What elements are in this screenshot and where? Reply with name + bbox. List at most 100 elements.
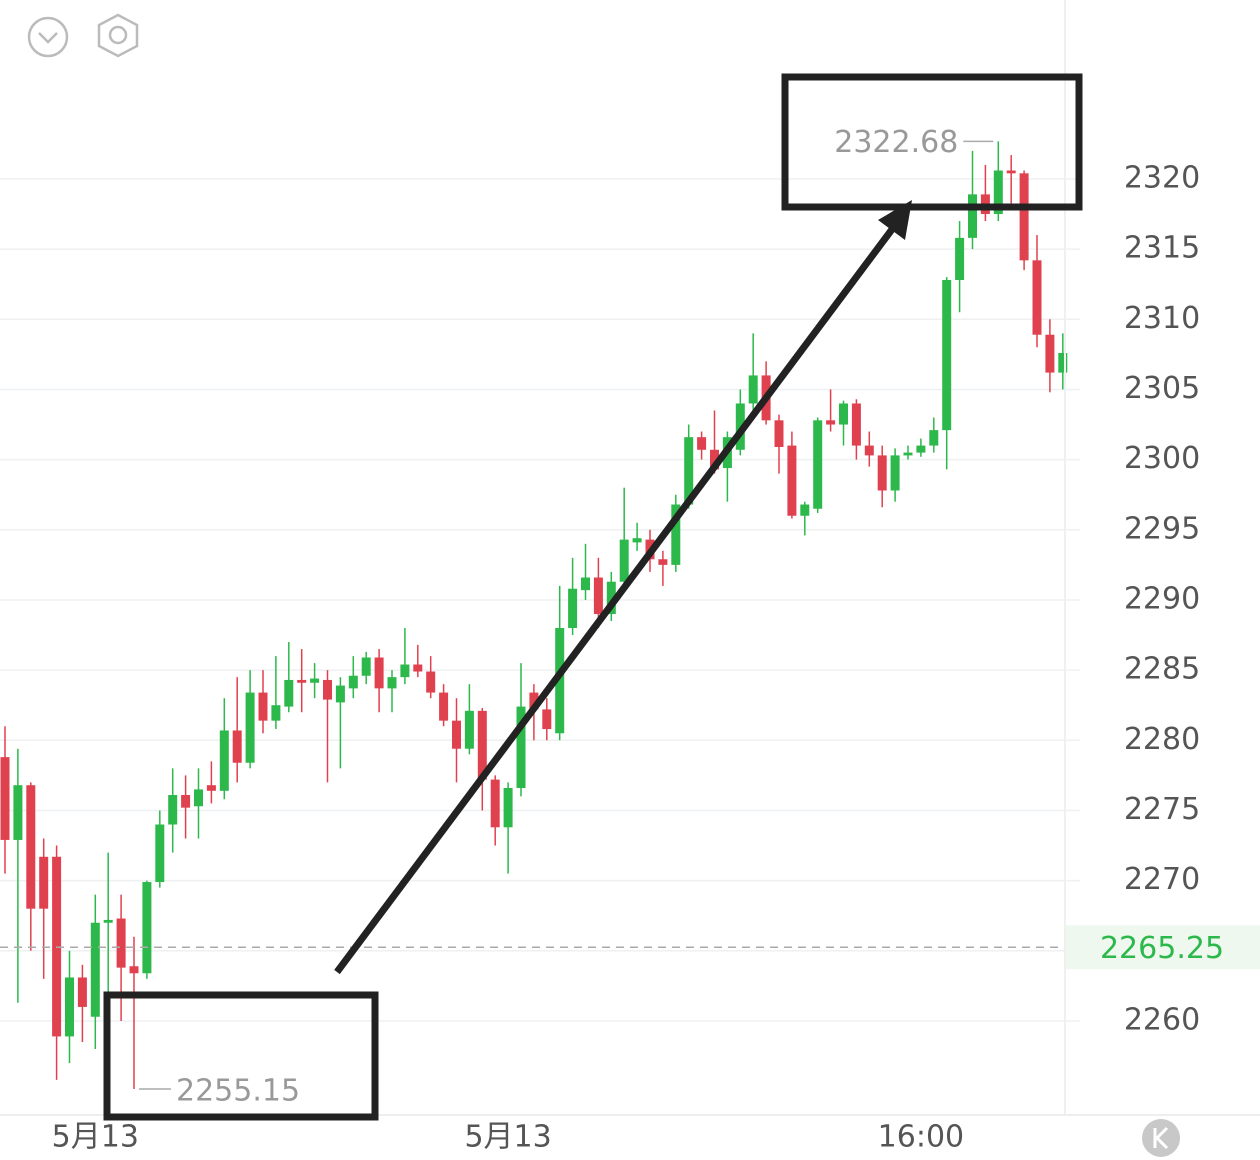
candle-body (181, 795, 191, 808)
candle-body (116, 918, 126, 968)
k-button[interactable] (1142, 1119, 1180, 1157)
y-tick-label: 2290 (1124, 581, 1200, 616)
candle-body (619, 539, 629, 582)
arrow-line (334, 225, 896, 975)
candle-body (232, 730, 242, 763)
candle-body (245, 692, 255, 763)
candle-body (748, 375, 758, 404)
candle-body (684, 437, 694, 505)
low-label: 2255.15 (176, 1074, 300, 1109)
candle-body (864, 445, 874, 456)
candle-body (310, 678, 320, 683)
candle-body (77, 977, 87, 1007)
candle-body (993, 170, 1003, 215)
candle-body (542, 709, 552, 730)
collapse-button[interactable] (27, 16, 69, 58)
high-label: 2322.68 (834, 125, 958, 160)
candle-body (258, 692, 268, 721)
candle-body (658, 559, 668, 565)
candle-body (839, 403, 848, 425)
y-tick-label: 2295 (1124, 511, 1200, 546)
candle-body (374, 657, 384, 689)
candle-body (39, 856, 49, 909)
plot-layer: 2260226522702275228022852290229523002305… (0, 125, 1260, 1155)
candle-body (155, 824, 165, 883)
candle-body (452, 720, 461, 749)
candle-body (271, 705, 281, 721)
y-tick-label: 2305 (1124, 371, 1200, 406)
candle-body (606, 581, 616, 614)
candle-body (464, 710, 474, 749)
candle-body (65, 977, 74, 1037)
candle-body (1045, 334, 1055, 373)
y-tick-label: 2315 (1124, 231, 1200, 266)
candle-body (348, 675, 358, 689)
high-box (781, 73, 1083, 211)
candle-body (1019, 173, 1029, 261)
candle-body (1006, 170, 1016, 174)
candle-body (439, 692, 449, 721)
candle-body (477, 710, 487, 780)
candle-body (26, 785, 36, 909)
candle-body (877, 455, 887, 491)
candle-body (361, 657, 371, 676)
candle-body (284, 679, 294, 707)
candle-body (555, 628, 565, 734)
settings-button[interactable] (97, 13, 139, 58)
y-tick-label: 2260 (1124, 1002, 1200, 1037)
last-price-bg (1065, 925, 1260, 970)
candle-body (13, 785, 23, 840)
y-tick-label: 2270 (1124, 862, 1200, 897)
candle-body (581, 577, 590, 591)
candle-body (529, 692, 539, 710)
candle-body (0, 757, 10, 840)
candle-body (194, 789, 203, 807)
candle-body (490, 779, 500, 828)
candle-body (929, 430, 939, 446)
y-tick-label: 2285 (1124, 652, 1200, 687)
x-tick-label: 5月13 (52, 1120, 139, 1155)
candle-body (593, 577, 603, 614)
low-box (103, 991, 379, 1121)
candle-body (710, 449, 719, 470)
candle-body (168, 795, 178, 825)
x-tick-label: 16:00 (878, 1120, 964, 1155)
candle-body (968, 194, 977, 238)
candle-body (851, 403, 861, 446)
candle-body (413, 664, 423, 672)
candle-body (1032, 260, 1042, 335)
y-tick-label: 2300 (1124, 441, 1200, 476)
candle-body (129, 966, 139, 974)
candle-body (335, 685, 345, 703)
y-tick-label: 2280 (1124, 722, 1200, 757)
candle-body (426, 671, 436, 693)
candle-body (400, 664, 410, 678)
candle-body (813, 420, 823, 509)
candle-body (503, 788, 513, 828)
candle-body (568, 588, 578, 629)
candle-body (800, 504, 810, 516)
candle-body (671, 504, 681, 565)
y-tick-label: 2275 (1124, 792, 1200, 827)
candle-body (787, 445, 797, 516)
candle-body (103, 919, 113, 923)
candle-body (516, 706, 526, 789)
y-tick-label: 2320 (1124, 160, 1200, 195)
candle-body (890, 455, 900, 491)
candle-body (90, 922, 100, 1017)
candle-body (206, 785, 216, 791)
candle-body (219, 730, 229, 791)
y-tick-label: 2310 (1124, 301, 1200, 336)
x-tick-label: 5月13 (464, 1120, 551, 1155)
candle-body (955, 237, 965, 280)
arrow-head (878, 200, 912, 240)
candle-body (774, 420, 784, 447)
candle-body (387, 677, 397, 689)
candle-body (323, 679, 332, 700)
candle-body (297, 679, 307, 683)
annotation-layer (103, 73, 1083, 1121)
candle-body (1058, 352, 1068, 373)
candle-body (697, 437, 707, 450)
candle-body (903, 452, 913, 456)
